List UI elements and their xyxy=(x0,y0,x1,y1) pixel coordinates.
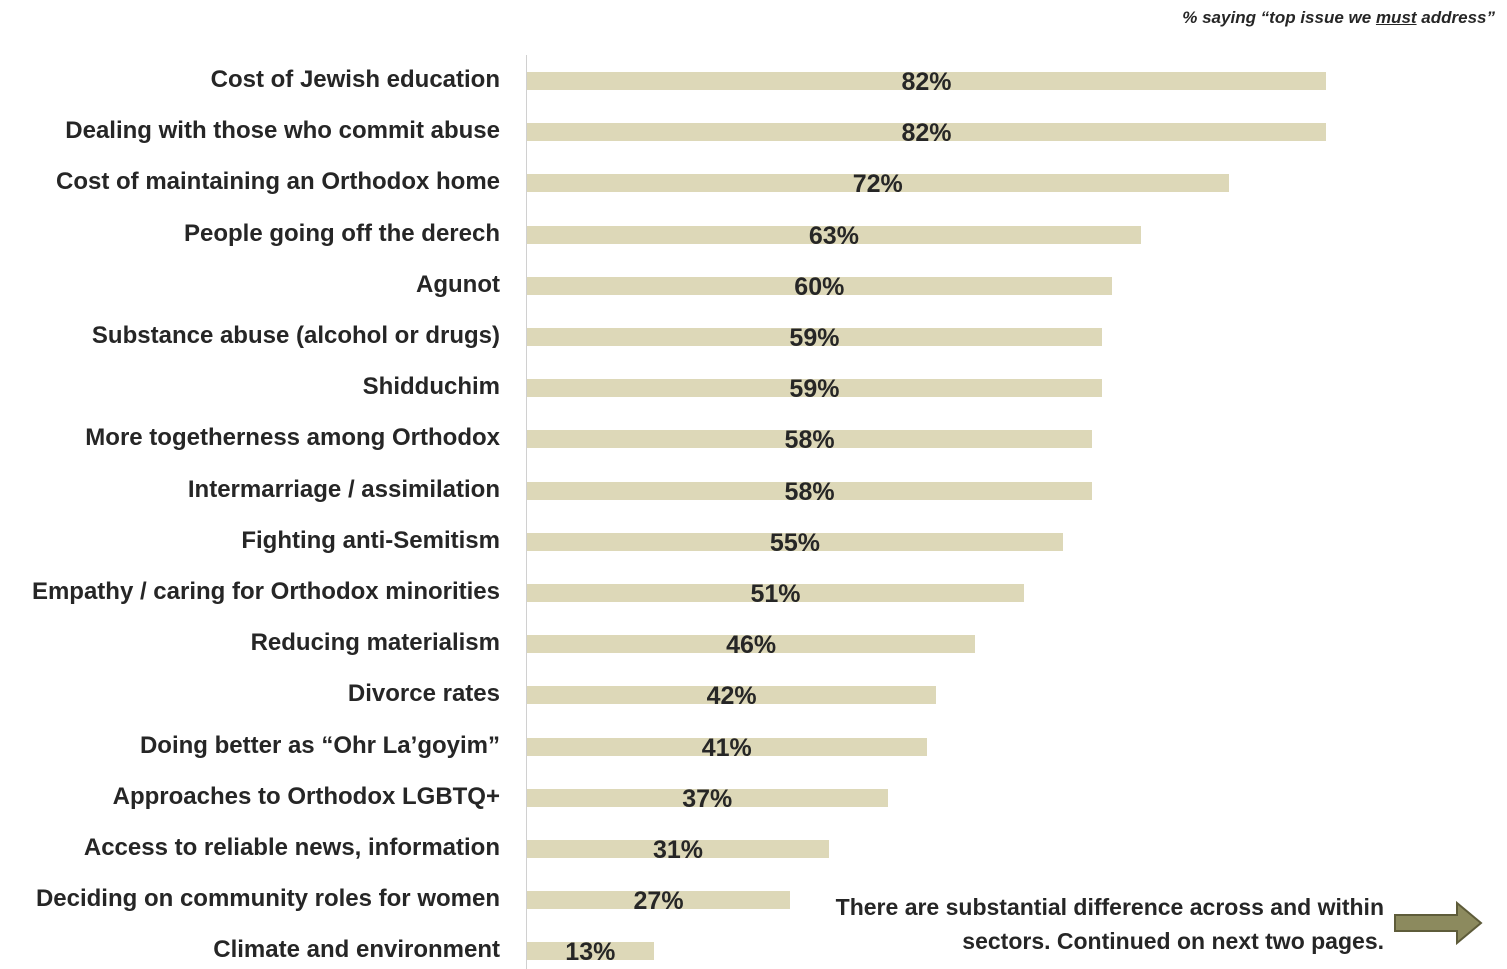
bar xyxy=(527,942,654,961)
category-label: Cost of Jewish education xyxy=(210,66,500,93)
category-label: Reducing materialism xyxy=(250,629,500,657)
bar xyxy=(527,737,927,756)
bar xyxy=(527,225,1141,244)
bar xyxy=(527,686,937,705)
data-label: 63% xyxy=(808,221,859,250)
subtitle-suffix: address” xyxy=(1416,8,1495,27)
bar xyxy=(527,276,1112,295)
category-label: Approaches to Orthodox LGBTQ+ xyxy=(112,782,500,810)
data-label: 55% xyxy=(769,528,820,557)
subtitle-emphasis: must xyxy=(1375,8,1417,27)
bar xyxy=(527,72,1326,90)
bar xyxy=(527,840,830,858)
data-label: 46% xyxy=(726,631,777,660)
bar xyxy=(527,123,1326,142)
data-label: 13% xyxy=(565,938,616,967)
data-label: 58% xyxy=(784,477,835,506)
category-label: Deciding on community roles for women xyxy=(35,885,500,913)
data-label: 58% xyxy=(784,426,835,455)
category-label: Fighting anti-Semitism xyxy=(241,526,500,554)
data-label: 82% xyxy=(901,68,952,96)
category-label: Climate and environment xyxy=(213,936,500,964)
data-label: 41% xyxy=(701,733,752,762)
bar xyxy=(527,891,791,910)
category-label: More togetherness among Orthodox xyxy=(85,424,500,452)
chart-subtitle: % saying “top issue we must address” xyxy=(1182,8,1495,28)
category-label: Divorce rates xyxy=(347,680,500,708)
bar xyxy=(527,379,1102,398)
bar xyxy=(527,788,888,807)
category-label: Shidduchim xyxy=(362,373,500,401)
data-label: 72% xyxy=(852,170,903,199)
right-arrow-icon[interactable] xyxy=(1393,901,1483,945)
category-label: Empathy / caring for Orthodox minorities xyxy=(31,578,500,605)
bar xyxy=(527,532,1063,551)
category-axis-line xyxy=(526,55,527,969)
data-label: 27% xyxy=(633,887,684,916)
category-label: Dealing with those who commit abuse xyxy=(65,117,500,145)
continuation-note: There are substantial difference across … xyxy=(835,894,1384,954)
data-label: 51% xyxy=(750,580,801,608)
category-label: Substance abuse (alcohol or drugs) xyxy=(91,322,500,349)
category-label: Doing better as “Ohr La’goyim” xyxy=(139,731,500,759)
bar xyxy=(527,481,1093,500)
category-label: Intermarriage / assimilation xyxy=(187,475,500,503)
category-label: People going off the derech xyxy=(183,219,500,247)
category-label: Access to reliable news, information xyxy=(83,834,500,861)
data-label: 82% xyxy=(901,119,952,148)
bar xyxy=(527,584,1024,602)
data-label: 37% xyxy=(682,784,733,813)
data-label: 31% xyxy=(652,836,704,864)
data-label: 59% xyxy=(789,324,840,352)
data-label: 42% xyxy=(706,682,757,711)
data-label: 60% xyxy=(794,272,845,301)
category-label: Agunot xyxy=(416,270,500,298)
category-label: Cost of maintaining an Orthodox home xyxy=(56,168,500,196)
bar xyxy=(527,635,976,654)
bar xyxy=(527,328,1102,346)
bar xyxy=(527,430,1093,449)
bar xyxy=(527,174,1229,193)
data-label: 59% xyxy=(789,375,840,404)
subtitle-prefix: % saying “top issue we xyxy=(1182,8,1376,27)
